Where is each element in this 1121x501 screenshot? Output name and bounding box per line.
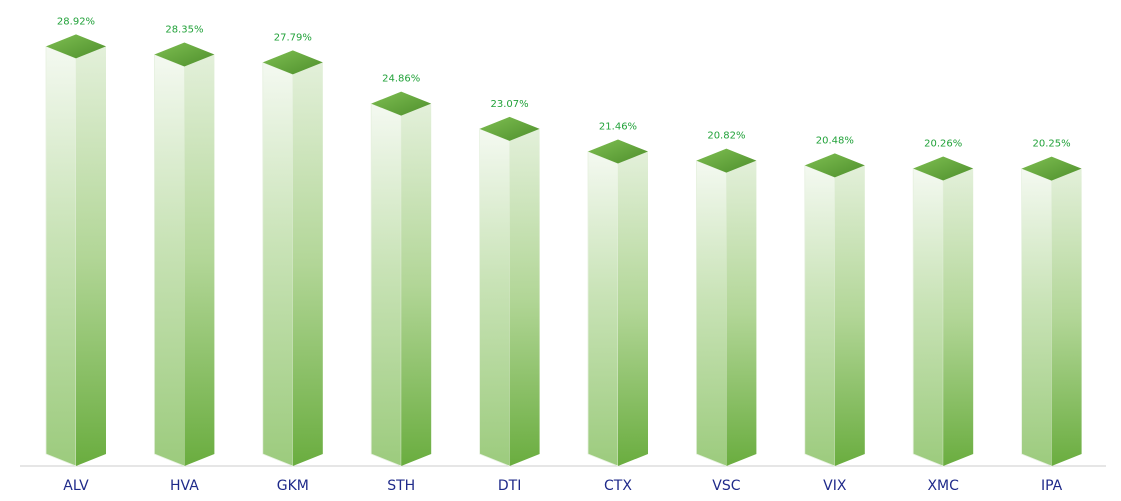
bar-top-face	[262, 50, 323, 75]
bar-top-face	[588, 139, 648, 164]
bar	[370, 91, 432, 467]
x-tick-label: VIX	[823, 478, 847, 494]
bar	[479, 116, 540, 467]
value-labels-group: 28.92% 28.35% 27.79% 24.86% 23.07% 21.46% 20.8…	[57, 16, 1071, 149]
bar-top-face	[479, 116, 540, 141]
bars-group	[45, 34, 1082, 467]
data-label: 28.92%	[57, 16, 95, 27]
data-label: 24.86%	[382, 74, 420, 85]
bar-left-face	[479, 128, 511, 467]
bar-left-face	[153, 53, 185, 467]
bar	[153, 42, 215, 467]
data-label: 20.26%	[924, 138, 962, 149]
bar-right-face	[401, 103, 432, 467]
x-tick-label: VSC	[712, 478, 740, 494]
data-label: 27.79%	[274, 32, 312, 43]
bar-top-face	[696, 148, 757, 173]
bar-right-face	[292, 62, 323, 466]
bar-left-face	[912, 167, 944, 467]
x-tick-label: XMC	[927, 478, 959, 494]
bar-top-face	[913, 156, 974, 181]
x-tick-label: CTX	[604, 478, 632, 494]
x-tick-label: IPA	[1041, 478, 1063, 494]
bar-left-face	[45, 45, 77, 467]
bar-top-face	[804, 153, 865, 178]
bar	[696, 148, 757, 467]
bar-left-face	[262, 61, 294, 467]
bar	[262, 50, 323, 467]
bar	[587, 139, 648, 467]
data-label: 20.48%	[816, 135, 854, 146]
bar-right-face	[76, 46, 106, 466]
x-tick-label: HVA	[170, 478, 199, 494]
data-label: 20.82%	[707, 131, 745, 142]
bar-left-face	[370, 103, 402, 467]
bar-right-face	[834, 165, 865, 467]
bar-right-face	[618, 151, 648, 466]
bar-top-face	[1021, 156, 1082, 181]
bar	[1021, 156, 1082, 467]
bar	[912, 156, 974, 467]
bar	[45, 34, 106, 467]
bar-right-face	[943, 168, 974, 466]
bar-top-face	[46, 34, 106, 59]
x-tick-label: GKM	[277, 478, 309, 494]
bar-top-face	[371, 91, 432, 116]
bar-left-face	[696, 159, 727, 467]
bar-left-face	[804, 164, 836, 467]
category-labels-group: ALV HVA GKM STH DTI CTX VSC VIX XMC IPA	[63, 478, 1062, 494]
x-tick-label: ALV	[63, 478, 89, 494]
bar-left-face	[1021, 168, 1052, 467]
bar-right-face	[509, 128, 540, 467]
bar-right-face	[1051, 168, 1082, 466]
bar-right-face	[184, 54, 215, 466]
data-label: 20.25%	[1033, 139, 1071, 150]
bar-left-face	[587, 150, 619, 467]
x-tick-label: DTI	[498, 478, 521, 494]
bar-top-face	[154, 42, 215, 67]
data-label: 21.46%	[599, 122, 637, 133]
data-label: 28.35%	[165, 24, 203, 35]
bar-right-face	[726, 160, 757, 467]
data-label: 23.07%	[491, 99, 529, 110]
bar	[804, 153, 865, 467]
x-tick-label: STH	[387, 478, 415, 494]
